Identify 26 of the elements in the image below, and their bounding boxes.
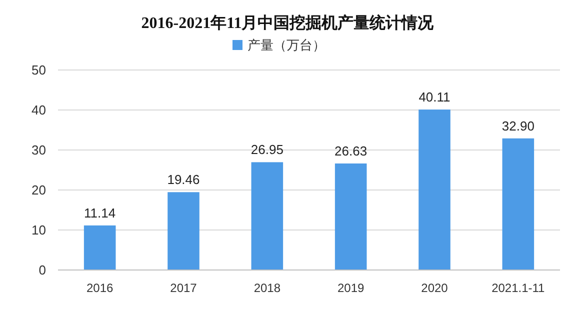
text: 32.90 <box>502 118 534 134</box>
bar <box>84 225 116 270</box>
x-tick-label: 2017 <box>170 281 198 295</box>
bar <box>334 163 367 270</box>
bar <box>418 110 450 270</box>
x-tick-label: 2020 <box>421 281 448 295</box>
y-tick-label: 20 <box>32 182 46 198</box>
y-tick-label: 0 <box>38 262 46 278</box>
x-tick-label: 2016 <box>86 281 114 295</box>
text: 11.14 <box>84 205 116 220</box>
bar <box>502 138 534 270</box>
y-tick-label: 50 <box>32 62 46 78</box>
bar <box>168 192 200 270</box>
legend-label: 产量（万台） <box>248 38 326 52</box>
text: 26.95 <box>250 142 284 158</box>
text: 26.63 <box>334 143 368 158</box>
y-tick-label: 30 <box>32 142 46 158</box>
x-tick-label: 2019 <box>337 281 365 295</box>
chart-title: 2016-2021年11月中国挖掘机产量统计情况 <box>141 14 435 32</box>
x-tick-label: 2021.1-11 <box>492 281 546 295</box>
bar <box>251 162 284 270</box>
y-tick-label: 10 <box>32 222 46 238</box>
text: 40.11 <box>418 90 450 105</box>
x-tick-label: 2018 <box>254 281 281 295</box>
text: 19.46 <box>167 172 200 188</box>
y-tick-label: 40 <box>32 102 46 118</box>
